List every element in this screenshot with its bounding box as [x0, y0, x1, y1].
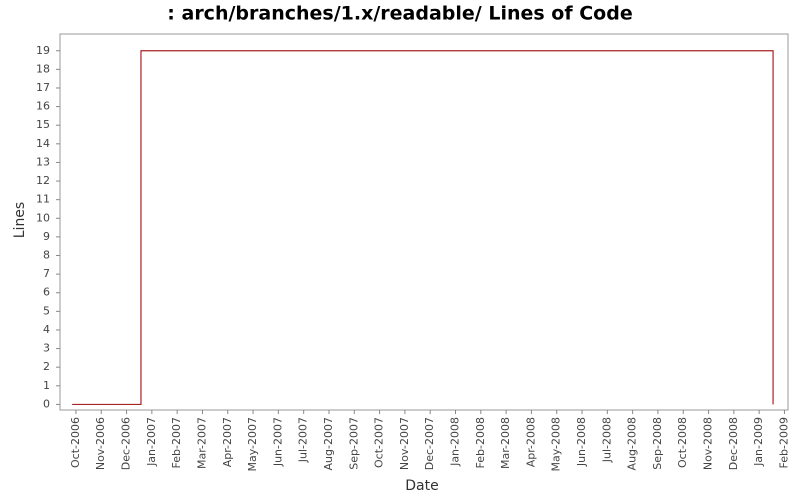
x-tick-label: Nov-2008 — [702, 417, 715, 470]
x-tick-label: Oct-2006 — [69, 417, 82, 468]
y-tick-label: 4 — [43, 323, 50, 336]
x-tick-label: May-2007 — [246, 417, 259, 472]
y-tick-label: 1 — [43, 379, 50, 392]
x-tick-label: May-2008 — [550, 417, 563, 472]
x-tick-label: Dec-2008 — [727, 417, 740, 470]
x-tick-label: Feb-2008 — [474, 417, 487, 468]
x-tick-label: Jan-2008 — [449, 417, 462, 467]
x-tick-label: Dec-2006 — [120, 417, 133, 470]
x-tick-label: Jul-2007 — [297, 417, 310, 463]
x-tick-label: Mar-2008 — [499, 417, 512, 469]
x-tick-label: Feb-2007 — [170, 417, 183, 468]
y-tick-label: 6 — [43, 286, 50, 299]
x-tick-label: Oct-2008 — [676, 417, 689, 468]
y-tick-label: 11 — [36, 193, 50, 206]
x-tick-label: Jun-2008 — [575, 417, 588, 467]
x-tick-label: Sep-2008 — [651, 417, 664, 470]
y-tick-label: 12 — [36, 174, 50, 187]
x-tick-label: Sep-2007 — [347, 417, 360, 470]
y-tick-label: 16 — [36, 100, 50, 113]
y-tick-label: 18 — [36, 62, 50, 75]
y-tick-label: 0 — [43, 397, 50, 410]
y-tick-label: 7 — [43, 267, 50, 280]
y-tick-label: 5 — [43, 304, 50, 317]
x-tick-label: Feb-2009 — [777, 417, 790, 468]
x-tick-label: Nov-2007 — [398, 417, 411, 470]
y-tick-label: 9 — [43, 230, 50, 243]
x-tick-label: Nov-2006 — [94, 417, 107, 470]
y-tick-label: 17 — [36, 81, 50, 94]
x-tick-label: Jan-2007 — [145, 417, 158, 467]
x-tick-label: Mar-2007 — [195, 417, 208, 469]
x-tick-label: Aug-2008 — [626, 417, 639, 470]
x-axis-label: Date — [405, 478, 438, 494]
x-tick-label: Apr-2008 — [524, 417, 537, 467]
x-tick-label: Apr-2007 — [221, 417, 234, 467]
y-axis-label: Lines — [12, 202, 28, 238]
y-tick-label: 13 — [36, 155, 50, 168]
x-tick-label: Jun-2007 — [271, 417, 284, 467]
x-tick-label: Aug-2007 — [322, 417, 335, 470]
x-tick-label: Dec-2007 — [423, 417, 436, 470]
x-tick-label: Jan-2009 — [752, 417, 765, 467]
y-tick-label: 14 — [36, 137, 50, 150]
chart-title: : arch/branches/1.x/readable/ Lines of C… — [167, 3, 632, 25]
y-tick-label: 8 — [43, 249, 50, 262]
data-line — [72, 50, 774, 406]
y-tick-label: 2 — [43, 360, 50, 373]
x-tick-label: Oct-2007 — [373, 417, 386, 468]
y-tick-label: 15 — [36, 118, 50, 131]
y-tick-label: 19 — [36, 44, 50, 57]
y-tick-label: 10 — [36, 211, 50, 224]
plot-area — [59, 33, 789, 411]
y-tick-label: 3 — [43, 342, 50, 355]
x-tick-label: Jul-2008 — [600, 417, 613, 463]
